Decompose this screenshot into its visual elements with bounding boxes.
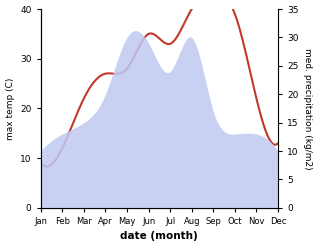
Y-axis label: max temp (C): max temp (C) [5, 77, 15, 140]
X-axis label: date (month): date (month) [121, 231, 198, 242]
Y-axis label: med. precipitation (kg/m2): med. precipitation (kg/m2) [303, 48, 313, 169]
